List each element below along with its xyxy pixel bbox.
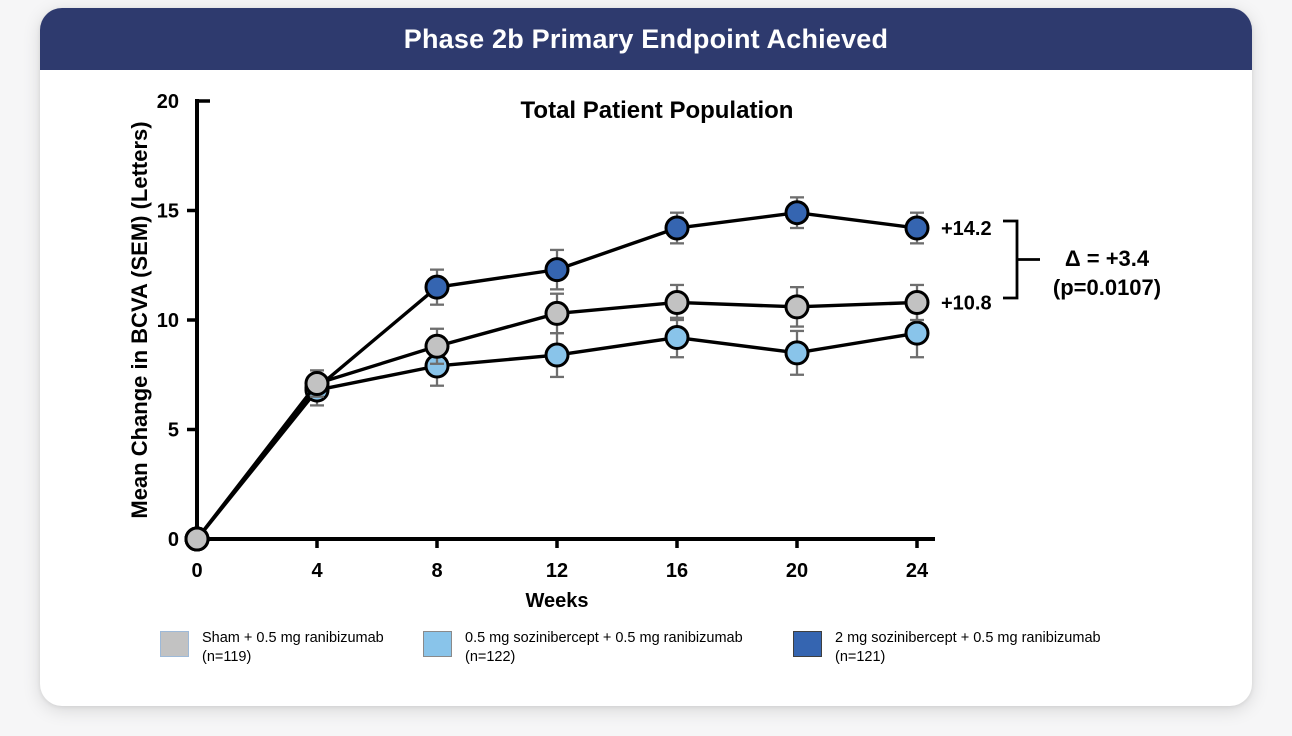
data-point-marker <box>544 300 570 326</box>
y-tick-label: 5 <box>168 420 179 442</box>
legend-n-0-5mg: (n=122) <box>465 649 516 665</box>
end-value-label: +14.2 <box>941 218 992 240</box>
y-tick-label: 0 <box>168 529 179 551</box>
y-axis-title: Mean Change in BCVA (SEM) (Letters) <box>127 121 152 518</box>
p-value-annotation: (p=0.0107) <box>1053 275 1161 300</box>
series-2: +14.2 <box>184 196 992 552</box>
x-tick-label: 8 <box>431 560 442 582</box>
y-tick-label: 10 <box>157 310 179 332</box>
delta-annotation: Δ = +3.4 <box>1065 246 1150 271</box>
chart-title: Total Patient Population <box>521 97 794 124</box>
bcva-line-chart: 0 5 10 15 20 0 4 8 12 16 20 24 Total Patient Populat… <box>127 91 1161 612</box>
data-point-marker <box>184 526 210 552</box>
legend-n-2mg: (n=121) <box>835 649 886 665</box>
legend-swatch-2mg <box>793 631 822 657</box>
legend-item-2mg: 2 mg sozinibercept + 0.5 mg ranibizumab … <box>793 629 1101 667</box>
x-tick-label: 4 <box>311 560 323 582</box>
data-point-marker <box>904 320 930 346</box>
legend-swatch-sham <box>160 631 189 657</box>
y-tick-label: 15 <box>157 201 179 223</box>
x-tick-label: 24 <box>906 560 929 582</box>
data-point-marker <box>424 274 450 300</box>
data-point-marker <box>784 294 810 320</box>
axes: 0 5 10 15 20 0 4 8 12 16 20 24 <box>157 91 935 582</box>
data-point-marker <box>664 325 690 351</box>
legend-n-sham: (n=119) <box>202 649 252 665</box>
data-point-marker <box>304 371 330 397</box>
legend-swatch-0-5mg <box>423 631 452 657</box>
data-point-marker <box>664 289 690 315</box>
x-tick-label: 16 <box>666 560 688 582</box>
data-point-marker <box>904 289 930 315</box>
data-point-marker <box>784 200 810 226</box>
series-0: +10.8 <box>184 283 992 552</box>
legend-item-0-5mg: 0.5 mg sozinibercept + 0.5 mg ranibizuma… <box>423 629 743 667</box>
chart-area: 0 5 10 15 20 0 4 8 12 16 20 24 Total Patient Populat… <box>40 70 1252 706</box>
x-tick-label: 20 <box>786 560 808 582</box>
header-banner: Phase 2b Primary Endpoint Achieved <box>40 8 1252 70</box>
x-axis-title: Weeks <box>525 590 588 612</box>
y-tick-label: 20 <box>157 91 179 113</box>
significance-bracket: Δ = +3.4 (p=0.0107) <box>1003 219 1161 300</box>
x-tick-label: 0 <box>191 560 202 582</box>
slide-card: Phase 2b Primary Endpoint Achieved 0 5 10 1… <box>40 8 1252 706</box>
series-1 <box>184 307 930 552</box>
data-point-marker <box>424 333 450 359</box>
bracket-path <box>1003 219 1019 300</box>
data-point-marker <box>664 215 690 241</box>
data-point-marker <box>784 340 810 366</box>
end-value-label: +10.8 <box>941 292 992 314</box>
x-tick-label: 12 <box>546 560 568 582</box>
legend-label-2mg: 2 mg sozinibercept + 0.5 mg ranibizumab <box>835 630 1101 646</box>
data-point-marker <box>904 215 930 241</box>
legend-label-sham: Sham + 0.5 mg ranibizumab <box>202 630 384 646</box>
legend-label-0-5mg: 0.5 mg sozinibercept + 0.5 mg ranibizuma… <box>465 630 743 646</box>
page-title: Phase 2b Primary Endpoint Achieved <box>403 23 889 54</box>
data-point-marker <box>544 257 570 283</box>
data-point-marker <box>544 342 570 368</box>
legend-item-sham: Sham + 0.5 mg ranibizumab (n=119) <box>160 629 384 667</box>
